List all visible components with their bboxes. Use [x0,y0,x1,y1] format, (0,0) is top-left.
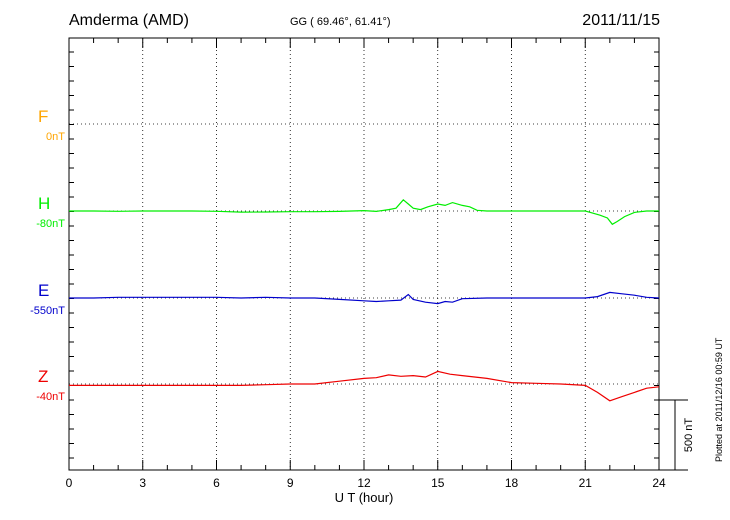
component-baseline-f: 0nT [46,131,65,143]
x-axis-label: U T (hour) [335,490,394,505]
x-tick-label: 0 [66,476,73,490]
plot-date: 2011/11/15 [582,12,660,29]
x-tick-label: 6 [213,476,220,490]
x-tick-label: 24 [652,476,666,490]
x-tick-label: 9 [287,476,294,490]
series-line-z [69,370,660,402]
x-tick-label: 3 [139,476,146,490]
series-line-h [69,198,659,226]
x-tick-label: 15 [431,476,445,490]
plotted-timestamp: Plotted at 2011/12/16 00:59 UT [714,337,724,462]
component-baseline-h: -80nT [36,218,65,230]
station-title: Amderma (AMD) [69,12,190,29]
station-coordinates: GG ( 69.46°, 61.41°) [290,16,391,28]
x-tick-label: 18 [505,476,519,490]
component-name-h: H [38,194,51,213]
series-line-e [69,291,660,305]
component-name-z: Z [38,367,49,386]
scale-bar-label: 500 nT [683,418,695,453]
component-baseline-z: -40nT [36,391,65,403]
component-name-e: E [38,281,50,300]
component-baseline-e: -550nT [30,305,65,317]
x-tick-label: 12 [357,476,371,490]
component-name-f: F [38,107,49,126]
x-tick-label: 21 [579,476,593,490]
